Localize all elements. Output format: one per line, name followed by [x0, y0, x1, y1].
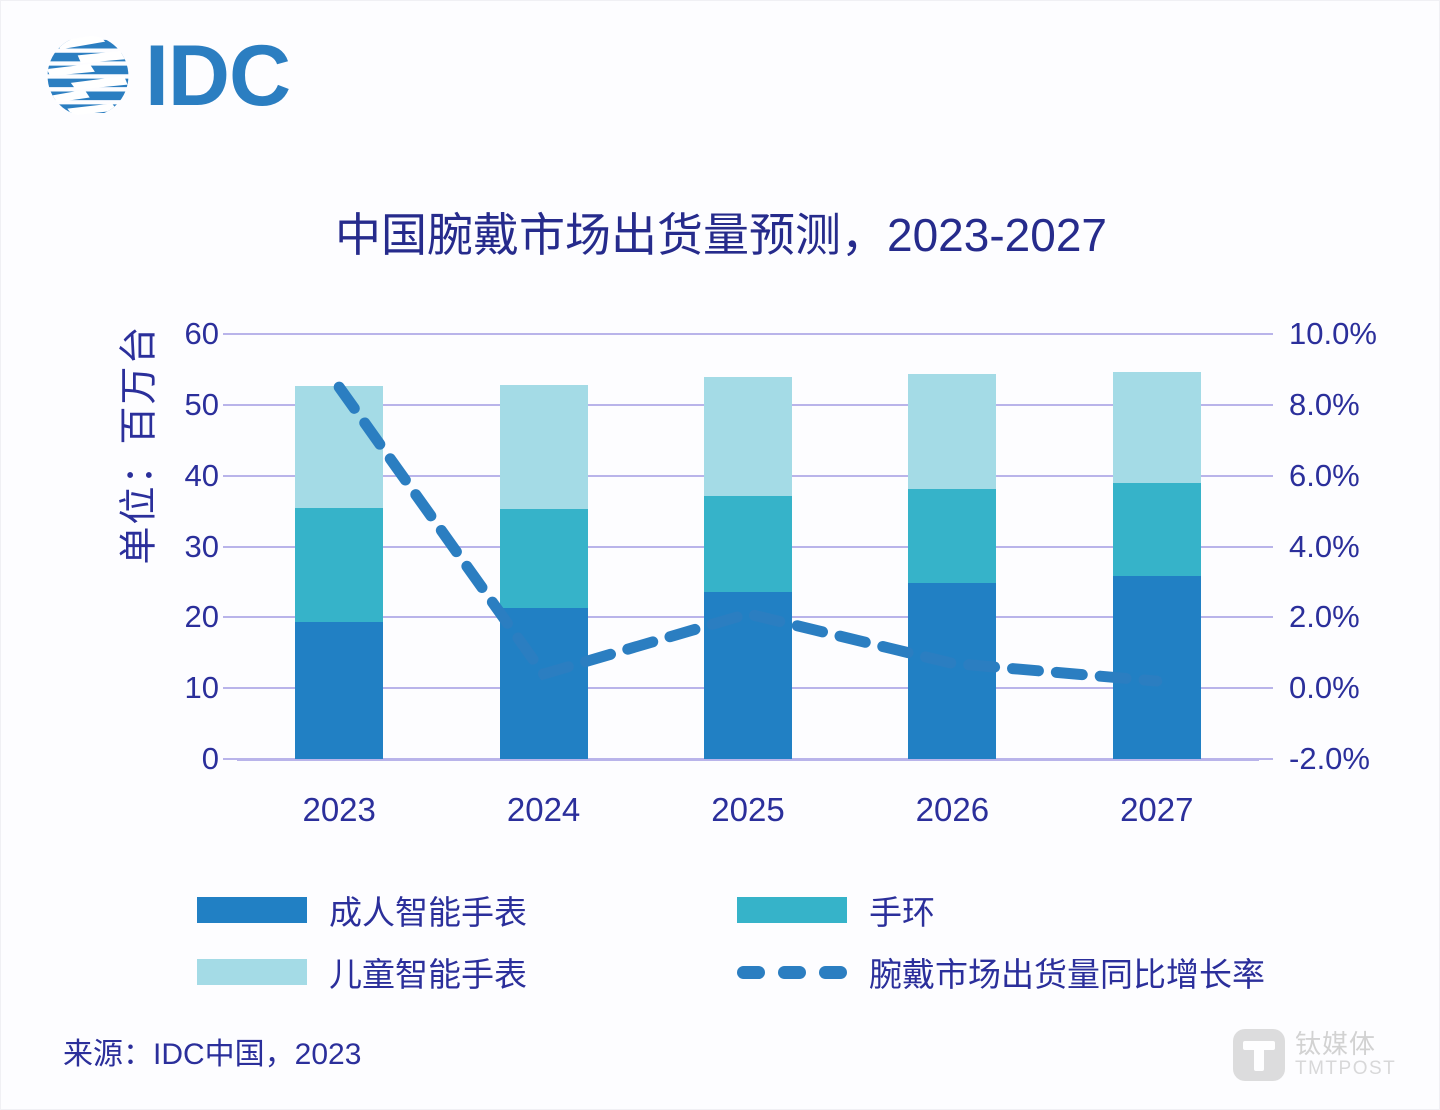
y-axis-right-tick-label: -2.0% [1289, 741, 1370, 776]
bar-segment[interactable] [295, 508, 384, 622]
bar-segment[interactable] [499, 385, 588, 509]
idc-logo-text: IDC [145, 28, 291, 124]
bar-segment[interactable] [1112, 482, 1201, 576]
tmtpost-watermark: 钛媒体 TMTPOST [1233, 1029, 1396, 1081]
idc-globe-icon [47, 35, 129, 116]
chart-legend: 成人智能手表 手环 儿童智能手表 腕戴市场出货量同比增长率 [197, 879, 1317, 1003]
tick-mark-right [1259, 545, 1273, 548]
tmtpost-logo-text: 钛媒体 TMTPOST [1295, 1029, 1397, 1079]
y-axis-right-tick-label: 4.0% [1289, 528, 1360, 564]
tick-mark-right [1259, 758, 1273, 760]
tick-mark-right [1259, 474, 1273, 477]
tick-mark-left [223, 687, 237, 690]
x-axis-tick-label: 2023 [302, 791, 376, 828]
legend-label-kids-smartwatch: 儿童智能手表 [329, 956, 527, 993]
watermark-en: TMTPOST [1295, 1057, 1397, 1079]
tick-mark-right [1259, 687, 1273, 690]
y-axis-left-tick-label: 50 [184, 386, 219, 422]
bar-group[interactable] [704, 334, 792, 759]
growth-rate-line [333, 381, 1163, 687]
tick-mark-right [1259, 616, 1273, 619]
y-axis-left-tick-label: 0 [201, 741, 219, 776]
y-axis-left-tick-label: 20 [184, 599, 219, 635]
tick-mark-left [223, 545, 237, 548]
bar-segment[interactable] [908, 489, 997, 583]
legend-row-1: 成人智能手表 手环 [197, 879, 1317, 941]
bar-group[interactable] [1112, 334, 1201, 759]
idc-logo: IDC [45, 28, 291, 124]
source-note: 来源：IDC中国，2023 [63, 1038, 362, 1071]
tick-mark-right [1259, 333, 1273, 335]
legend-item-band: 手环 [737, 886, 935, 934]
tick-mark-left [223, 758, 237, 760]
bar-segment[interactable] [295, 621, 384, 759]
y-axis-left-tick-label: 30 [184, 528, 219, 564]
legend-label-growth-rate: 腕戴市场出货量同比增长率 [869, 956, 1265, 993]
x-axis-tick-label: 2024 [506, 791, 581, 828]
bar-segment[interactable] [704, 376, 792, 496]
y-axis-left-tick-label: 40 [184, 457, 219, 493]
x-axis-tick-label: 2027 [1120, 791, 1194, 828]
bar-segment[interactable] [1112, 372, 1201, 483]
bar-segment[interactable] [1112, 575, 1201, 759]
y-axis-right-tick-label: 2.0% [1289, 599, 1360, 635]
legend-swatch-kids-smartwatch [197, 959, 307, 985]
watermark-cn: 钛媒体 [1295, 1029, 1377, 1060]
bar-segment[interactable] [295, 385, 384, 509]
plot-area [223, 333, 1273, 761]
legend-label-adult-smartwatch: 成人智能手表 [329, 894, 527, 931]
x-axis-tick-label: 2026 [915, 791, 990, 828]
bar-group[interactable] [295, 334, 384, 759]
gridline [237, 758, 1259, 761]
legend-item-adult-smartwatch: 成人智能手表 [197, 886, 737, 934]
growth-rate-polyline [333, 381, 1163, 687]
y-axis-right-tick-label: 8.0% [1289, 386, 1360, 422]
y-axis-left-tick-label: 60 [184, 316, 219, 351]
bar-group[interactable] [499, 334, 588, 759]
tick-mark-left [223, 403, 237, 406]
tmtpost-logo-icon [1233, 1029, 1285, 1081]
bar-segment[interactable] [908, 373, 997, 490]
legend-swatch-band [737, 897, 847, 923]
legend-label-band: 手环 [869, 894, 935, 931]
x-axis-tick-label: 2025 [711, 791, 785, 828]
y-axis-right-tick-label: 0.0% [1289, 670, 1360, 706]
y-axis-right-tick-label: 6.0% [1289, 457, 1360, 493]
bar-segment[interactable] [499, 508, 588, 609]
tick-mark-left [223, 616, 237, 619]
page-title: 中国腕戴市场出货量预测，2023-2027 [335, 209, 1107, 261]
legend-swatch-adult-smartwatch [197, 897, 307, 923]
bar-segment[interactable] [499, 608, 588, 759]
legend-item-growth-rate: 腕戴市场出货量同比增长率 [737, 948, 1265, 996]
tick-mark-right [1259, 403, 1273, 406]
legend-item-kids-smartwatch: 儿童智能手表 [197, 948, 737, 996]
tick-mark-left [223, 333, 237, 335]
y-axis-left-tick-label: 10 [184, 670, 219, 706]
tick-mark-left [223, 474, 237, 477]
legend-dash-growth-rate [737, 959, 847, 985]
gridline [237, 333, 1259, 335]
bar-segment[interactable] [704, 495, 792, 592]
y-axis-right-tick-label: 10.0% [1289, 316, 1377, 351]
legend-row-2: 儿童智能手表 腕戴市场出货量同比增长率 [197, 941, 1317, 1003]
